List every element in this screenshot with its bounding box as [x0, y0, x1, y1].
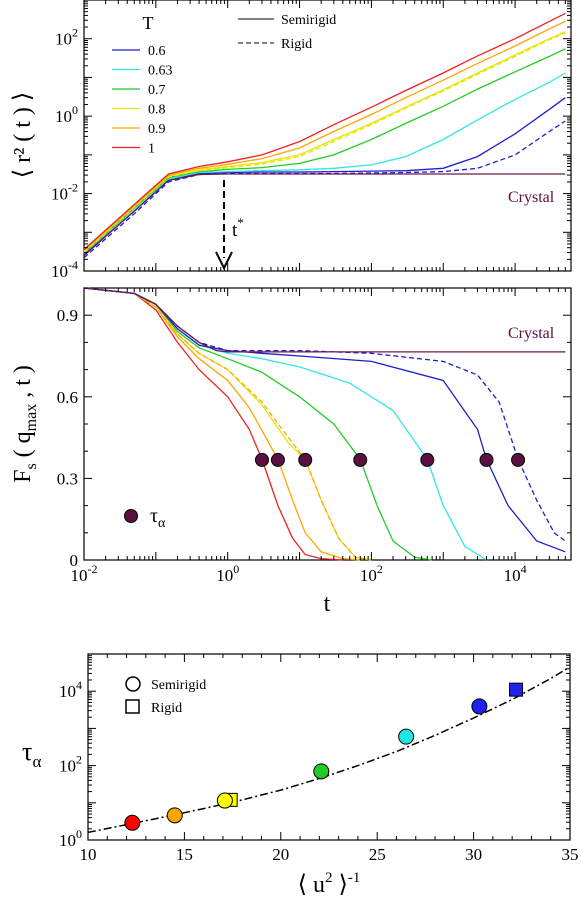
msd-series-1-solid-5	[83, 12, 566, 250]
msd-legend-label: 0.6	[148, 44, 166, 59]
tau-alpha-marker	[353, 452, 368, 467]
tau-y-tick-label: 100	[59, 827, 82, 850]
tau-alpha-marker	[298, 452, 313, 467]
semirigid-point	[166, 807, 183, 824]
tau-alpha-markers	[254, 452, 526, 467]
fs-x-tick-label: 10-2	[71, 562, 98, 585]
tau-semirigid-label: Semirigid	[151, 678, 206, 693]
msd-axis-ticks	[83, 0, 572, 272]
tau-x-tick-labels: 10 15 20 25 30 35	[80, 845, 579, 864]
fs-series-1-solid-0	[83, 287, 343, 561]
tau-axis-ticks	[87, 653, 571, 841]
semirigid-point	[398, 728, 415, 745]
msd-series-Crystal-solid-8	[83, 173, 566, 256]
tau-alpha-marker	[479, 452, 494, 467]
fs-y-tick-labels: 0 0.3 0.6 0.9	[57, 306, 78, 570]
msd-legend-label: 0.9	[148, 122, 166, 137]
fs-x-axis-label: t	[324, 591, 331, 617]
semirigid-point	[471, 698, 488, 715]
msd-legend-label: 0.7	[148, 83, 166, 98]
fs-x-tick-label: 100	[216, 562, 239, 585]
semirigid-point	[124, 814, 141, 831]
tau-alpha-marker	[420, 452, 435, 467]
msd-series-08-solid-3	[83, 31, 566, 252]
fs-y-tick-label: 0.9	[57, 306, 78, 325]
tau-x-tick-label: 15	[176, 845, 193, 864]
tau-y-tick-label: 102	[59, 753, 82, 776]
rigid-legend-marker	[125, 699, 140, 714]
fs-x-tick-label: 102	[360, 562, 383, 585]
msd-panel: 10-4 10-2 100 102 ⟨ r² ( t ) ⟩ T 0.6 0.63 0.7…	[10, 0, 572, 281]
fs-x-tick-label: 104	[504, 562, 527, 585]
tau-x-tick-label: 30	[465, 845, 482, 864]
t-star-arrowhead	[215, 251, 233, 271]
fs-y-tick-label: 0	[70, 551, 79, 570]
tau-y-tick-labels: 100 102 104	[59, 678, 82, 850]
msd-y-tick-label: 100	[55, 103, 78, 126]
t-star-arrow: t*	[215, 180, 244, 271]
tau-x-tick-label: 20	[272, 845, 289, 864]
tau-x-tick-label: 35	[562, 845, 579, 864]
semirigid-point	[216, 792, 233, 809]
tau-x-axis-label: ⟨ u2 ⟩-1	[298, 870, 361, 898]
tau-rigid-label: Rigid	[151, 701, 182, 716]
fs-curves	[83, 287, 566, 561]
msd-legend-label: 1	[148, 142, 155, 157]
semirigid-point	[313, 763, 330, 780]
tau-plot-frame	[87, 653, 571, 841]
tau-y-tick-label: 104	[59, 678, 82, 701]
tau-x-tick-label: 25	[369, 845, 386, 864]
msd-y-tick-label: 102	[55, 26, 78, 49]
fs-series-rigid-dashed-7	[83, 287, 566, 542]
msd-legend-label: 0.8	[148, 103, 166, 118]
msd-curves	[83, 12, 566, 259]
tau-x-tick-label: 10	[80, 845, 97, 864]
msd-series-063-solid-1	[83, 72, 566, 255]
fs-axis-ticks	[83, 287, 572, 561]
msd-series-rigid-dashed-7	[83, 32, 566, 253]
semirigid-legend-label: Semirigid	[281, 13, 336, 28]
fs-series-Crystal-solid-8	[83, 287, 566, 353]
msd-legend-rows: 0.6 0.63 0.7 0.8 0.9 1	[112, 44, 173, 157]
fs-y-axis-label: Fs ( qmax , t )	[10, 365, 40, 483]
tau-alpha-legend-marker	[124, 509, 138, 523]
t-star-label: t*	[232, 215, 244, 241]
msd-series-07-solid-2	[83, 48, 566, 253]
fs-x-tick-labels: 10-2 100 102 104	[71, 562, 527, 585]
semirigid-legend-marker	[125, 676, 141, 692]
tau-panel: 100 102 104 10 15 20 25 30 35 τα ⟨ u2 ⟩-1 Semir…	[22, 653, 579, 898]
tau-legend: Semirigid Rigid	[125, 676, 206, 716]
fs-crystal-label: Crystal	[508, 325, 555, 342]
tau-alpha-marker	[270, 452, 285, 467]
msd-legend: T 0.6 0.63 0.7 0.8 0.9 1 Semirigid Rigid	[112, 13, 336, 157]
msd-legend-label: 0.63	[148, 64, 173, 79]
tau-alpha-legend-label: τα	[150, 505, 166, 531]
fs-y-tick-label: 0.3	[57, 469, 78, 488]
msd-series-09-solid-4	[83, 20, 566, 251]
fs-panel: 0 0.3 0.6 0.9 10-2 100 102 104 Fs ( qmax , t )…	[10, 287, 572, 617]
tau-alpha-legend: τα	[124, 505, 166, 531]
msd-y-tick-labels: 10-4 10-2 100 102	[51, 26, 78, 281]
tau-points	[124, 682, 524, 831]
msd-legend-title: T	[143, 13, 154, 33]
tau-y-axis-label: τα	[22, 737, 41, 771]
msd-y-tick-label: 10-4	[51, 258, 78, 281]
tau-alpha-marker	[254, 452, 269, 467]
msd-crystal-label: Crystal	[508, 189, 555, 206]
msd-series-rigid-dashed-6	[83, 120, 566, 259]
rigid-legend-label: Rigid	[281, 37, 312, 52]
msd-y-axis-label: ⟨ r² ( t ) ⟩	[10, 92, 36, 179]
fs-series-063-solid-5	[83, 287, 487, 561]
tau-alpha-marker	[511, 452, 526, 467]
rigid-point	[509, 682, 524, 697]
msd-plot-frame	[83, 0, 572, 272]
msd-y-tick-label: 10-2	[51, 181, 78, 204]
fs-series-rigid-dashed-3	[83, 287, 372, 561]
fs-y-tick-label: 0.6	[57, 388, 78, 407]
